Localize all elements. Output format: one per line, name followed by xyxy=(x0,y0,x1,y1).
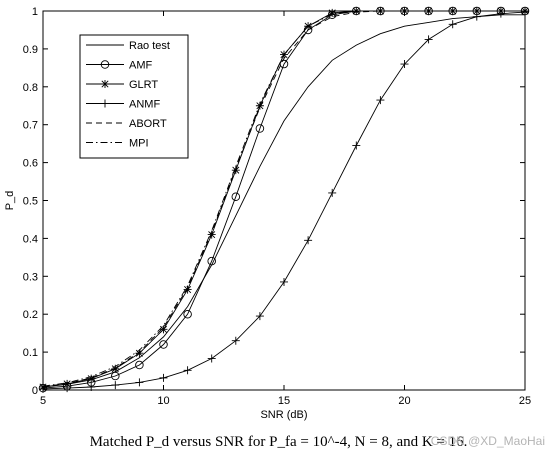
data-point xyxy=(376,96,385,105)
data-point xyxy=(304,22,313,31)
data-point xyxy=(135,360,144,370)
y-tick-label: 0.7 xyxy=(23,120,38,132)
legend-label: MPI xyxy=(129,138,149,150)
legend-label: GLRT xyxy=(129,79,158,91)
data-point xyxy=(255,124,265,133)
series-mpi xyxy=(42,10,525,387)
x-tick-label: 15 xyxy=(278,395,290,407)
data-point xyxy=(87,382,96,391)
legend-label: AMF xyxy=(129,60,153,72)
legend-label: Rao test xyxy=(129,40,170,52)
y-tick-label: 1 xyxy=(32,6,38,18)
series-line xyxy=(42,10,525,387)
data-point xyxy=(255,101,264,110)
data-point xyxy=(280,277,288,286)
watermark: CSDN @XD_MaoHai xyxy=(430,434,545,448)
data-point xyxy=(207,354,216,363)
legend-item: GLRT xyxy=(86,79,158,91)
legend-marker xyxy=(100,60,110,69)
x-tick-label: 10 xyxy=(157,395,169,407)
detection-probability-chart: 5 10 15 20 25 0 0.1 0.2 0.3 0.4 0.5 0.6 0.7 0.8 0.9 1 SN… xyxy=(4,6,531,421)
data-point xyxy=(111,381,120,390)
data-point xyxy=(87,374,96,383)
legend-item: Rao test xyxy=(86,40,170,52)
legend-marker xyxy=(101,99,109,108)
data-point xyxy=(448,7,457,15)
x-axis-label: SNR (dB) xyxy=(260,409,307,421)
data-point xyxy=(111,364,120,373)
data-point xyxy=(183,309,192,319)
legend-label: ANMF xyxy=(129,99,160,111)
data-point xyxy=(183,366,192,375)
series-rao-test xyxy=(42,14,525,388)
data-point xyxy=(183,285,192,294)
data-point xyxy=(448,20,457,29)
y-tick-label: 0.1 xyxy=(23,347,38,359)
legend-item: ABORT xyxy=(86,118,167,130)
data-point xyxy=(159,325,168,334)
data-point xyxy=(255,312,264,321)
data-point xyxy=(521,8,529,17)
figure-caption: Matched P_d versus SNR for P_fa = 10^-4,… xyxy=(0,434,557,451)
plot-area: 5 10 15 20 25 0 0.1 0.2 0.3 0.4 0.5 0.6 0.7 0.8 0.9 1 SN… xyxy=(4,6,531,421)
legend-marker xyxy=(101,80,109,88)
data-point xyxy=(159,373,168,382)
legend-item: MPI xyxy=(86,138,149,150)
data-point xyxy=(207,230,216,239)
legend: Rao test AMF GLRT ANMF ABORT MPI xyxy=(79,34,189,159)
legend-item: ANMF xyxy=(86,99,160,111)
data-point xyxy=(135,378,144,387)
series-line xyxy=(42,14,525,388)
caption-text: Matched P_d versus SNR for P_fa = 10^-4,… xyxy=(89,434,468,450)
data-point xyxy=(424,35,433,44)
data-point xyxy=(279,59,289,69)
y-tick-label: 0.6 xyxy=(23,158,38,170)
data-point xyxy=(207,256,216,266)
y-tick-label: 0.5 xyxy=(23,196,38,208)
legend-box xyxy=(79,34,189,159)
data-point xyxy=(352,141,361,150)
y-tick-label: 0.9 xyxy=(23,44,38,56)
legend-label: ABORT xyxy=(129,118,167,130)
data-point xyxy=(328,188,337,197)
data-point xyxy=(63,384,72,393)
data-point xyxy=(135,349,144,358)
data-point xyxy=(376,7,385,15)
data-point xyxy=(231,166,240,175)
data-point xyxy=(231,336,240,345)
data-point xyxy=(400,60,409,69)
x-tick-label: 25 xyxy=(519,395,531,407)
x-tick-label: 20 xyxy=(398,395,410,407)
y-tick-label: 0.4 xyxy=(23,233,38,245)
data-point xyxy=(304,236,313,245)
x-tick-label: 5 xyxy=(40,395,46,407)
data-point xyxy=(159,340,168,349)
data-point xyxy=(231,192,241,201)
data-point xyxy=(328,8,337,17)
y-axis-label: P_d xyxy=(4,191,16,211)
y-tick-label: 0.8 xyxy=(23,82,38,94)
data-point xyxy=(472,12,481,21)
y-tick-label: 0 xyxy=(32,385,38,397)
y-tick-label: 0.3 xyxy=(23,271,38,283)
y-tick-label: 0.2 xyxy=(23,309,38,321)
legend-item: AMF xyxy=(86,60,153,72)
